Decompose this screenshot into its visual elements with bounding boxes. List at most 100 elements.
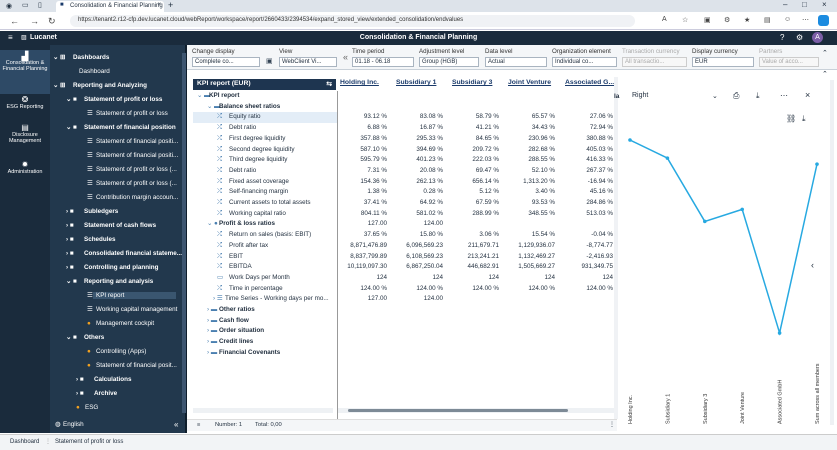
chevron-down-icon[interactable]: ⌄ xyxy=(712,93,718,100)
table-row[interactable]: ⤮ Time in percentage 124.00 % 124.00 % 124.0… xyxy=(193,284,618,295)
row-icon[interactable]: › ▬ xyxy=(207,348,218,356)
new-tab-icon[interactable]: + xyxy=(168,0,174,10)
folder-icon[interactable]: ⌄ ■ xyxy=(66,96,77,103)
table-row[interactable]: ⤮ First degree liquidity 357.88 % 295.33 % 8… xyxy=(193,134,618,145)
tree-item[interactable]: Statement of profit or loss xyxy=(96,110,168,117)
table-cell[interactable]: 20.08 % xyxy=(419,166,443,174)
minimize-icon[interactable]: – xyxy=(783,0,788,9)
table-cell[interactable]: 416.33 % xyxy=(586,156,613,164)
table-cell[interactable]: 83.08 % xyxy=(419,113,443,121)
collections-icon[interactable]: ▤ xyxy=(764,17,771,24)
column-header[interactable]: Holding Inc. xyxy=(340,79,379,86)
time-period-select[interactable]: 01.18 - 06.18 xyxy=(352,57,414,67)
table-row[interactable]: ⤮ Profit after tax 8,871,476.89 6,096,569.2… xyxy=(193,241,618,252)
table-cell[interactable]: 230.96 % xyxy=(528,134,555,142)
nav-scrollbar[interactable] xyxy=(182,53,186,413)
table-cell[interactable]: 295.33 % xyxy=(416,134,443,142)
org-element-select[interactable]: Individual co... xyxy=(552,57,617,67)
table-cell[interactable]: 213,241.21 xyxy=(467,252,499,260)
table-row[interactable]: › ▬ Other ratios xyxy=(193,305,618,316)
favorite-icon[interactable]: ☆ xyxy=(682,17,689,24)
table-cell[interactable]: 1.38 % xyxy=(367,188,387,196)
tree-item[interactable]: Statement of profit or loss xyxy=(84,96,163,103)
folder-icon[interactable]: ⌄ ■ xyxy=(66,124,77,131)
data-point[interactable] xyxy=(777,331,782,335)
table-cell[interactable]: 284.86 % xyxy=(586,199,613,206)
display-currency-select[interactable]: EUR xyxy=(692,57,754,67)
browser-tab[interactable]: ■ Consolidation & Financial Planning × xyxy=(56,1,164,12)
sidebar-item-disclosure[interactable]: ▤ Disclosure Management xyxy=(0,124,50,145)
table-cell[interactable]: 3.06 % xyxy=(479,231,499,239)
table-row[interactable]: › ☰ Time Series - Working days per mo... 1… xyxy=(193,294,618,305)
folder-icon[interactable]: › ■ xyxy=(66,236,74,243)
settings-icon[interactable]: ⚙ xyxy=(796,33,804,42)
collapse-toolbar-icon[interactable]: « xyxy=(343,52,349,62)
tree-item[interactable]: Controlling (Apps) xyxy=(96,348,147,355)
table-cell[interactable]: 8,837,799.89 xyxy=(350,252,387,260)
tree-item[interactable]: Statement of profit or loss (... xyxy=(96,166,177,173)
table-cell[interactable]: 587.10 % xyxy=(360,145,387,153)
table-cell[interactable]: 288.55 % xyxy=(528,156,555,164)
table-cell[interactable]: 282.68 % xyxy=(528,145,555,153)
back-icon[interactable]: ← xyxy=(10,16,19,26)
table-row[interactable]: ⤮ Return on sales (basis: EBIT) 37.65 % 15.… xyxy=(193,230,618,241)
table-cell[interactable]: 124.00 % xyxy=(416,284,443,292)
table-cell[interactable]: 124 xyxy=(488,273,499,281)
data-point[interactable] xyxy=(665,156,670,160)
table-cell[interactable]: 931,349.75 xyxy=(581,263,613,271)
sidebar-item-consolidation[interactable]: ▟ Consolidation & Financial Planning xyxy=(0,50,50,94)
tree-item[interactable]: Statement of financial positi... xyxy=(96,152,179,159)
row-icon[interactable]: ⤮ xyxy=(217,156,223,164)
bottom-tab[interactable]: Statement of profit or loss xyxy=(55,439,124,445)
tree-item[interactable]: Schedules xyxy=(84,236,116,243)
table-cell[interactable]: 64.92 % xyxy=(419,199,443,206)
table-cell[interactable]: 581.02 % xyxy=(416,209,443,217)
table-row[interactable]: ▭ Work Days per Month 124 124 124 124 124 xyxy=(193,273,618,284)
row-icon[interactable]: ⤮ xyxy=(217,188,223,196)
folder-icon[interactable]: ⌄ ■ xyxy=(66,334,77,341)
table-cell[interactable]: 72.94 % xyxy=(589,124,613,132)
bottom-tab[interactable]: Dashboard xyxy=(10,439,40,445)
copilot-icon[interactable] xyxy=(818,15,829,26)
table-cell[interactable]: 124.00 xyxy=(423,295,443,303)
folder-icon[interactable]: › ■ xyxy=(66,208,74,215)
table-cell[interactable]: -0.04 % xyxy=(591,231,613,239)
avatar[interactable]: A xyxy=(812,32,823,43)
data-point[interactable] xyxy=(628,138,632,142)
adjustment-level-select[interactable]: Group (HGB) xyxy=(419,57,479,67)
row-icon[interactable]: › ☰ xyxy=(213,295,223,303)
collapse-icon[interactable]: « xyxy=(174,420,179,429)
data-level-select[interactable]: Actual xyxy=(485,57,547,67)
table-cell[interactable]: 52.10 % xyxy=(531,166,555,174)
table-cell[interactable]: 34.43 % xyxy=(531,124,555,132)
workspaces-icon[interactable]: ▯ xyxy=(38,2,42,9)
table-cell[interactable]: 124.00 % xyxy=(472,284,499,292)
row-icon[interactable]: › ▬ xyxy=(207,338,218,346)
column-header[interactable]: Joint Venture xyxy=(508,79,552,86)
tree-item[interactable]: Contribution margin accoun... xyxy=(96,194,179,201)
row-icon[interactable]: › ▬ xyxy=(207,327,218,335)
tree-item[interactable]: Statement of cash flows xyxy=(84,222,157,229)
link-icon[interactable]: ⛓ xyxy=(786,114,797,123)
tree-item[interactable]: ESG xyxy=(85,404,99,411)
sidebar-item-esg[interactable]: ❂ ESG Reporting xyxy=(0,96,50,110)
close-icon[interactable]: × xyxy=(805,90,811,100)
table-cell[interactable]: 58.79 % xyxy=(475,113,499,121)
table-cell[interactable]: 93.53 % xyxy=(531,199,555,206)
read-aloud-icon[interactable]: A xyxy=(662,16,667,23)
table-cell[interactable]: 65.57 % xyxy=(531,113,555,121)
tree-item[interactable]: Consolidated financial stateme... xyxy=(84,250,182,257)
table-cell[interactable]: 405.03 % xyxy=(586,145,613,153)
tree-item[interactable]: Archive xyxy=(94,390,118,397)
panel-scrollbar[interactable] xyxy=(830,80,834,425)
row-icon[interactable]: ⤮ xyxy=(217,209,223,217)
table-cell[interactable]: 37.65 % xyxy=(363,231,387,239)
table-cell[interactable]: 8,871,476.89 xyxy=(350,241,387,249)
table-cell[interactable]: -8,774.77 xyxy=(586,241,613,249)
folder-icon[interactable]: › ■ xyxy=(66,264,74,271)
status-more-icon[interactable]: ⋮ xyxy=(609,422,615,428)
table-cell[interactable]: 84.65 % xyxy=(475,134,499,142)
table-cell[interactable]: 69.47 % xyxy=(475,166,499,174)
table-row[interactable]: ⌄ ▬ Balance sheet ratios xyxy=(193,102,618,113)
maximize-icon[interactable]: □ xyxy=(802,0,807,9)
